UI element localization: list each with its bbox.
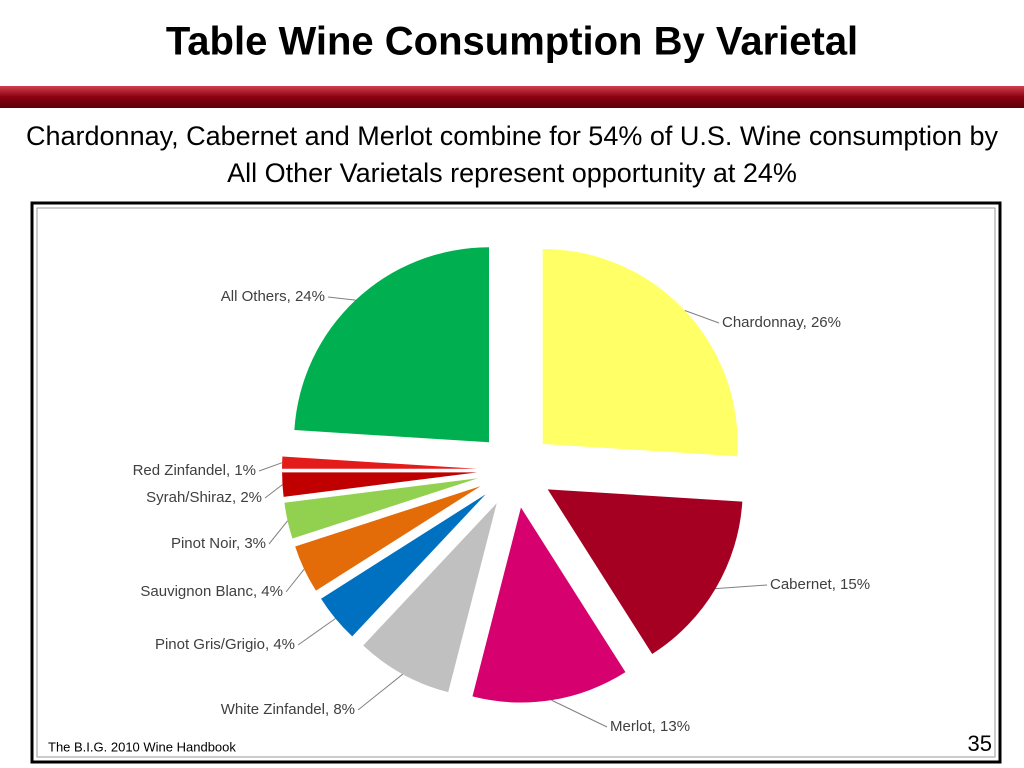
page-number: 35 [968,731,992,756]
leader-line [551,699,608,728]
pie-slice [282,456,478,469]
pie-slice [321,494,486,637]
pie-slice [295,486,481,591]
leader-line [285,568,305,593]
slice-label: Pinot Gris/Grigio, 4% [155,636,295,653]
leader-line [297,618,336,646]
source: The B.I.G. 2010 Wine Handbook [48,739,236,754]
slice-label: Merlot, 13% [610,718,690,735]
slice-label: All Others, 24% [221,288,325,305]
leader-line [715,584,768,590]
slice-label: White Zinfandel, 8% [221,701,355,718]
slice-label: Cabernet, 15% [770,576,870,593]
pie-slice [294,247,489,443]
pie-slice [547,489,743,654]
slice-label: Red Zinfandel, 1% [133,462,256,479]
leader-line [684,310,720,324]
leader-line [258,462,283,472]
slice-label: Sauvignon Blanc, 4% [140,583,283,600]
slice-label: Pinot Noir, 3% [171,535,266,552]
pie-slice [284,478,478,539]
chart-subtitle: Chardonnay, Cabernet and Merlot combine … [26,121,998,188]
pie-slice [542,248,738,457]
pie-slice [282,472,478,497]
leader-line [327,296,356,301]
leader-line [264,484,283,499]
leader-line [268,520,289,545]
chart-frame [30,201,1002,764]
leader-line [357,673,404,711]
chart-title: Table Wine Consumption By Varietal [166,20,858,64]
slice-label: Syrah/Shiraz, 2% [146,489,262,506]
pie-slice [363,503,497,693]
slice-label: Chardonnay, 26% [722,314,841,331]
title-rule [0,86,1024,108]
pie-slice [472,507,626,703]
chart-frame-inner [36,207,996,758]
